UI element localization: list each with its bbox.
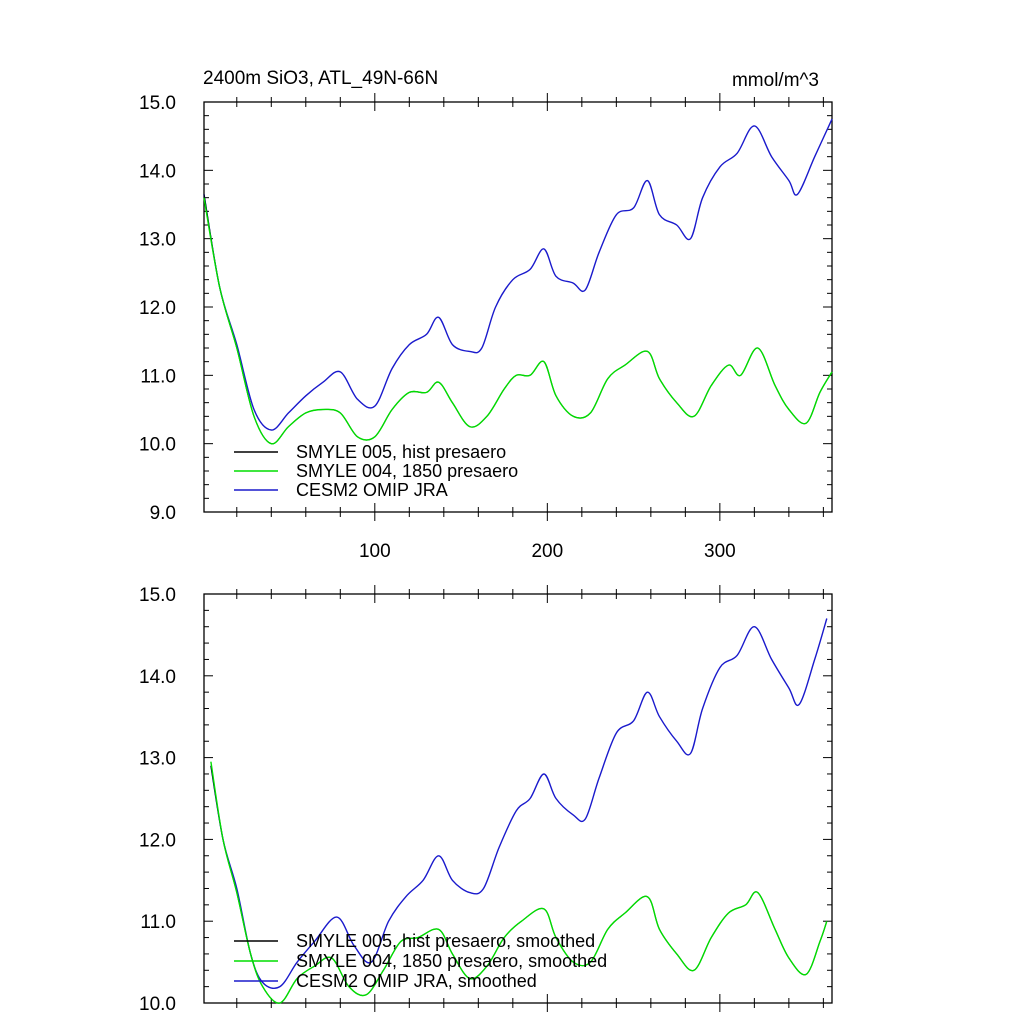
bottom-y-tick-label: 13.0 (139, 749, 176, 770)
top-legend-label: SMYLE 004, 1850 presaero (296, 461, 518, 481)
bottom-legend-label: CESM2 OMIP JRA, smoothed (296, 971, 537, 991)
chart-title: 2400m SiO3, ATL_49N-66N (203, 68, 438, 89)
top-series-line-smyle004 (203, 197, 833, 445)
bottom-plot-frame (203, 593, 833, 1004)
bottom-panel: 10.0 11.0 12.0 13.0 14.0 15.0 SMYLE 005, hist … (139, 585, 833, 1015)
top-x-tick-label: 100 (359, 541, 391, 562)
top-x-tick-label: 300 (704, 541, 736, 562)
top-y-tick-label: 9.0 (150, 503, 176, 524)
units-label: mmol/m^3 (732, 70, 819, 91)
top-series-line-smyle005 (203, 194, 833, 445)
top-x-tick-label: 200 (531, 541, 563, 562)
top-panel: 100 200 300 9.0 10.0 11.0 12.0 13.0 14.0 15.0 SMYL… (139, 93, 833, 562)
bottom-legend-label: SMYLE 004, 1850 presaero, smoothed (296, 951, 607, 971)
bottom-series-line-smyle004 (210, 761, 828, 1004)
top-y-tick-label: 14.0 (139, 161, 176, 182)
bottom-y-tick-label: 14.0 (139, 667, 176, 688)
bottom-y-tick-label: 10.0 (139, 994, 176, 1015)
bottom-legend-label: SMYLE 005, hist presaero, smoothed (296, 931, 595, 951)
top-legend-label: SMYLE 005, hist presaero (296, 442, 506, 462)
top-legend-label: CESM2 OMIP JRA (296, 480, 448, 500)
bottom-y-tick-label: 12.0 (139, 830, 176, 851)
top-y-tick-label: 10.0 (139, 435, 176, 456)
top-y-tick-label: 15.0 (139, 93, 176, 114)
top-y-tick-label: 11.0 (140, 366, 176, 387)
top-y-tick-label: 13.0 (139, 230, 176, 251)
bottom-series-line-omip (210, 618, 828, 989)
top-series-line-omip (203, 118, 833, 431)
top-y-tick-label: 12.0 (139, 298, 176, 319)
bottom-y-tick-label: 11.0 (140, 912, 176, 933)
bottom-y-tick-label: 15.0 (139, 585, 176, 606)
